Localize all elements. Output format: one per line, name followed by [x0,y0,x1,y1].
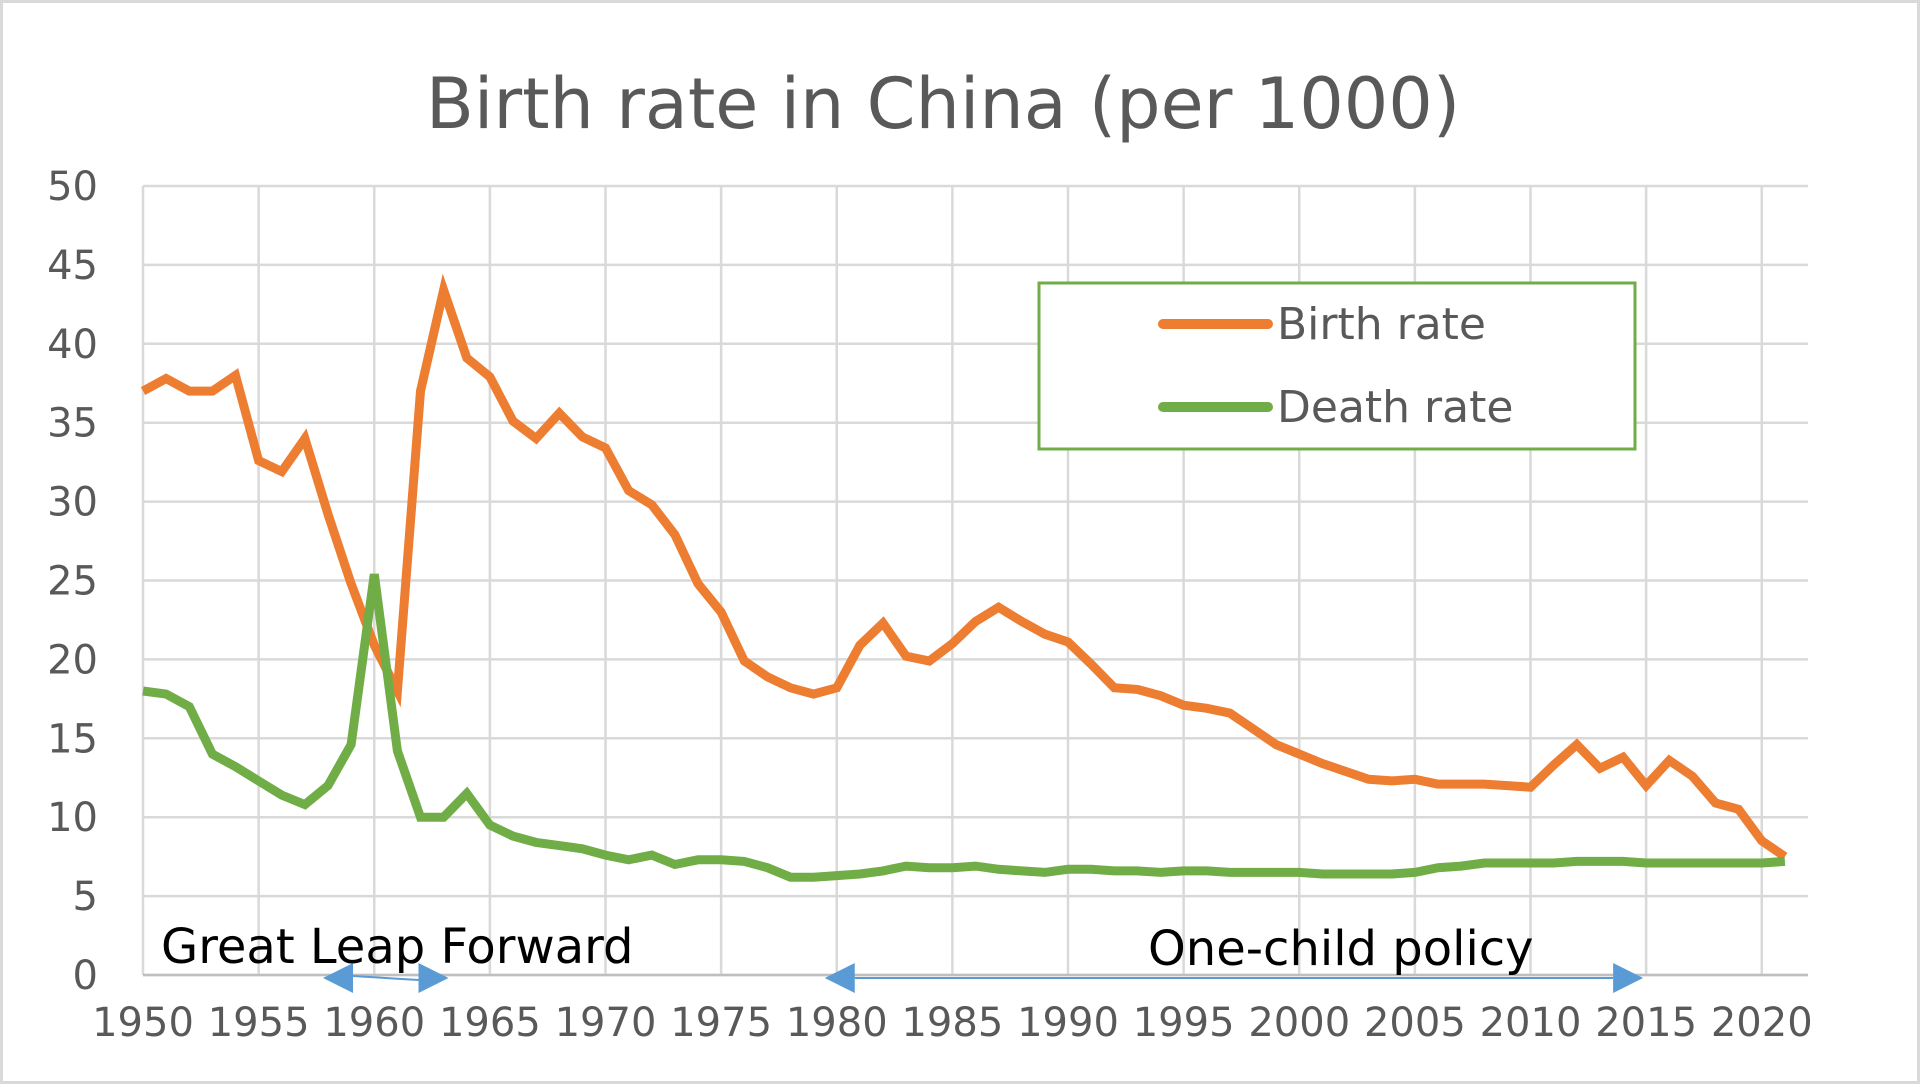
y-tick-label: 45 [47,243,98,289]
y-tick-label: 5 [73,874,98,920]
legend: Birth rate Death rate [1037,281,1637,451]
y-tick-label: 50 [47,164,98,210]
series-lines [140,273,1788,882]
x-axis-ticks: 1950 1955 1960 1965 1970 1975 1980 1985 1990 1995… [92,1000,1813,1046]
y-tick-label: 0 [73,953,98,999]
x-tick-label: 1960 [323,1000,425,1046]
legend-label-birth-rate: Birth rate [1277,299,1486,350]
y-tick-label: 40 [47,322,98,368]
annotations: Great Leap Forward One-child policy [161,919,1644,993]
y-tick-label: 10 [47,795,98,841]
x-tick-label: 2010 [1480,1000,1582,1046]
y-tick-label: 25 [47,559,98,605]
series-line-death-rate [142,573,1786,882]
y-tick-label: 20 [47,637,98,683]
x-tick-label: 1980 [786,1000,888,1046]
annotation-arrowhead [323,963,353,993]
x-tick-label: 1995 [1133,1000,1235,1046]
x-tick-label: 1990 [1017,1000,1119,1046]
x-tick-label: 1975 [670,1000,772,1046]
y-axis-ticks: 0 5 10 15 20 25 30 35 40 45 50 [47,164,98,999]
annotation-label: One-child policy [1148,921,1534,977]
annotation-arrowhead [824,963,855,993]
legend-label-death-rate: Death rate [1277,382,1513,433]
x-tick-label: 2020 [1711,1000,1813,1046]
x-tick-label: 1950 [92,1000,194,1046]
annotation-arrowhead [1613,963,1644,993]
x-tick-label: 1970 [555,1000,657,1046]
x-tick-label: 1985 [901,1000,1003,1046]
y-tick-label: 15 [47,716,98,762]
legend-box [1037,281,1637,451]
annotation-arrow-line [352,975,419,981]
annotation-label: Great Leap Forward [161,919,634,975]
x-tick-label: 2005 [1364,1000,1466,1046]
x-tick-label: 1955 [208,1000,310,1046]
x-tick-label: 2000 [1248,1000,1350,1046]
chart-title: Birth rate in China (per 1000) [426,63,1460,145]
y-tick-label: 30 [47,480,98,526]
x-tick-label: 1965 [439,1000,541,1046]
x-tick-label: 2015 [1595,1000,1697,1046]
series-line-birth-rate [140,273,1788,861]
y-tick-label: 35 [47,401,98,447]
annotation-arrowhead [418,963,449,993]
line-chart: Birth rate in China (per 1000) 051015202… [47,63,1813,1046]
